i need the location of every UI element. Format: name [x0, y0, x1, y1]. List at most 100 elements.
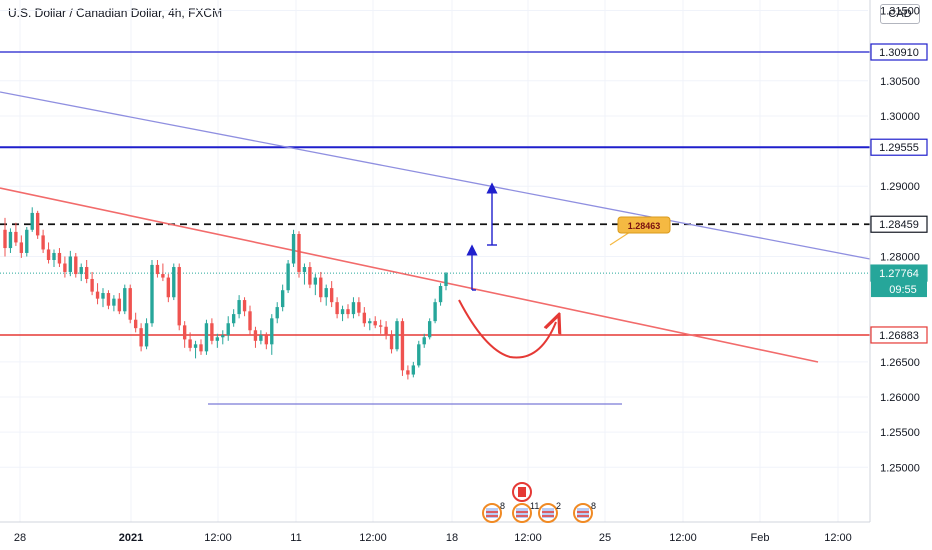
event-icon[interactable]: 11	[512, 501, 539, 523]
countdown-text: 09:55	[889, 284, 917, 296]
candle-body	[188, 339, 192, 348]
price-tick-label: 1.30000	[880, 111, 920, 123]
candle-body	[3, 229, 7, 249]
flag-fill-icon	[542, 508, 554, 518]
time-tick-label: 12:00	[669, 532, 697, 544]
price-tick-label: 1.25500	[880, 427, 920, 439]
price-label-text: 1.27764	[879, 268, 919, 280]
price-tick-label: 1.26000	[880, 392, 920, 404]
event-icons: 8 11 2 8	[482, 482, 596, 523]
event-count: 8	[591, 501, 596, 511]
grid	[0, 0, 868, 522]
candle-body	[139, 328, 143, 347]
currency-badge[interactable]: CAD	[880, 4, 920, 24]
descending-trendline-blue	[0, 91, 871, 260]
candle-body	[264, 335, 269, 345]
candle-body	[68, 256, 73, 272]
price-label-box	[870, 215, 928, 233]
candle-body	[84, 267, 89, 279]
candle-body	[384, 326, 388, 336]
candle-body	[210, 323, 214, 341]
candle-body	[106, 293, 111, 306]
candle-body	[368, 321, 372, 324]
event-count: 2	[556, 501, 561, 511]
candle-body	[133, 319, 138, 329]
candle-body	[417, 344, 421, 366]
candle-body	[373, 321, 377, 326]
canada-leaf-icon	[518, 487, 526, 497]
price-label-blue[interactable]: 1.30910	[870, 43, 928, 61]
candle-body	[444, 273, 448, 286]
price-tick-label: 1.26500	[880, 357, 920, 369]
candle-body	[172, 267, 176, 298]
candle-body	[329, 288, 334, 303]
event-icon[interactable]: 8	[482, 501, 505, 523]
candle-body	[95, 291, 100, 299]
chart-title: U.S. Dollar / Canadian Dollar, 4h, FXCM	[8, 6, 223, 20]
candle-body	[193, 344, 198, 348]
candle-body	[357, 302, 361, 313]
price-label-green[interactable]: 1.27764 09:55	[870, 264, 928, 298]
candles	[3, 207, 448, 380]
candle-body	[57, 252, 62, 264]
price-axis[interactable]: 1.31500 1.30500 1.30000 1.29000 1.28000 1.265…	[869, 0, 928, 522]
candle-body	[378, 325, 383, 327]
candle-body	[8, 231, 13, 249]
candle-body	[400, 321, 405, 371]
candle-body	[204, 323, 209, 352]
candle-body	[161, 274, 165, 278]
candle-body	[346, 309, 350, 315]
event-icon[interactable]: 2	[538, 501, 561, 523]
candle-body	[182, 325, 187, 340]
candle-body	[308, 267, 312, 285]
candle-body	[302, 267, 307, 272]
price-tick-label: 1.25000	[880, 462, 920, 474]
price-label-blue[interactable]: 1.29555	[870, 138, 928, 156]
candle-body	[395, 321, 399, 350]
candle-body	[79, 267, 83, 275]
candle-body	[128, 288, 132, 320]
candle-body	[30, 212, 34, 230]
candle-body	[335, 302, 339, 315]
time-tick-label: Feb	[751, 532, 770, 544]
candle-body	[177, 267, 181, 326]
price-label-box	[870, 43, 928, 61]
candle-body	[340, 309, 345, 315]
price-tick-label: 1.29000	[880, 181, 920, 193]
candle-body	[286, 263, 290, 291]
time-tick-label: 12:00	[514, 532, 542, 544]
callout-label: 1.28463	[628, 221, 661, 231]
candle-body	[63, 263, 67, 272]
candle-body	[291, 234, 296, 264]
time-tick-label: 25	[599, 532, 611, 544]
candle-body	[297, 234, 301, 272]
descending-trendline-red	[0, 187, 819, 363]
price-label-red[interactable]: 1.26883	[870, 326, 928, 344]
callout-box	[617, 216, 671, 234]
candle-body	[226, 323, 230, 336]
price-label-text: 1.29555	[879, 142, 919, 154]
candle-body	[411, 365, 416, 375]
candle-body	[433, 302, 437, 322]
candle-body	[422, 337, 426, 345]
annotations: 1.28463	[458, 182, 671, 359]
time-tick-label: 18	[446, 532, 458, 544]
event-icon[interactable]: 8	[573, 501, 596, 523]
price-label-text: 1.26883	[879, 330, 919, 342]
candle-body	[166, 277, 171, 298]
time-tick-label: 11	[290, 532, 301, 544]
price-label-box	[870, 326, 928, 344]
candle-body	[117, 298, 122, 312]
price-label-text: 1.30910	[879, 47, 919, 59]
candle-body	[112, 298, 116, 306]
candle-body	[259, 335, 263, 341]
price-label-black[interactable]: 1.28459	[870, 215, 928, 233]
candle-body	[270, 318, 274, 345]
candle-body	[242, 300, 247, 312]
candle-body	[90, 278, 94, 292]
countdown-box	[871, 281, 927, 298]
time-tick-label: 12:00	[204, 532, 232, 544]
time-axis[interactable]: 28 2021 12:00 11 12:00 18 12:00 25 12:00 Feb 12:00	[0, 521, 870, 544]
flag-fill-icon	[577, 508, 589, 518]
